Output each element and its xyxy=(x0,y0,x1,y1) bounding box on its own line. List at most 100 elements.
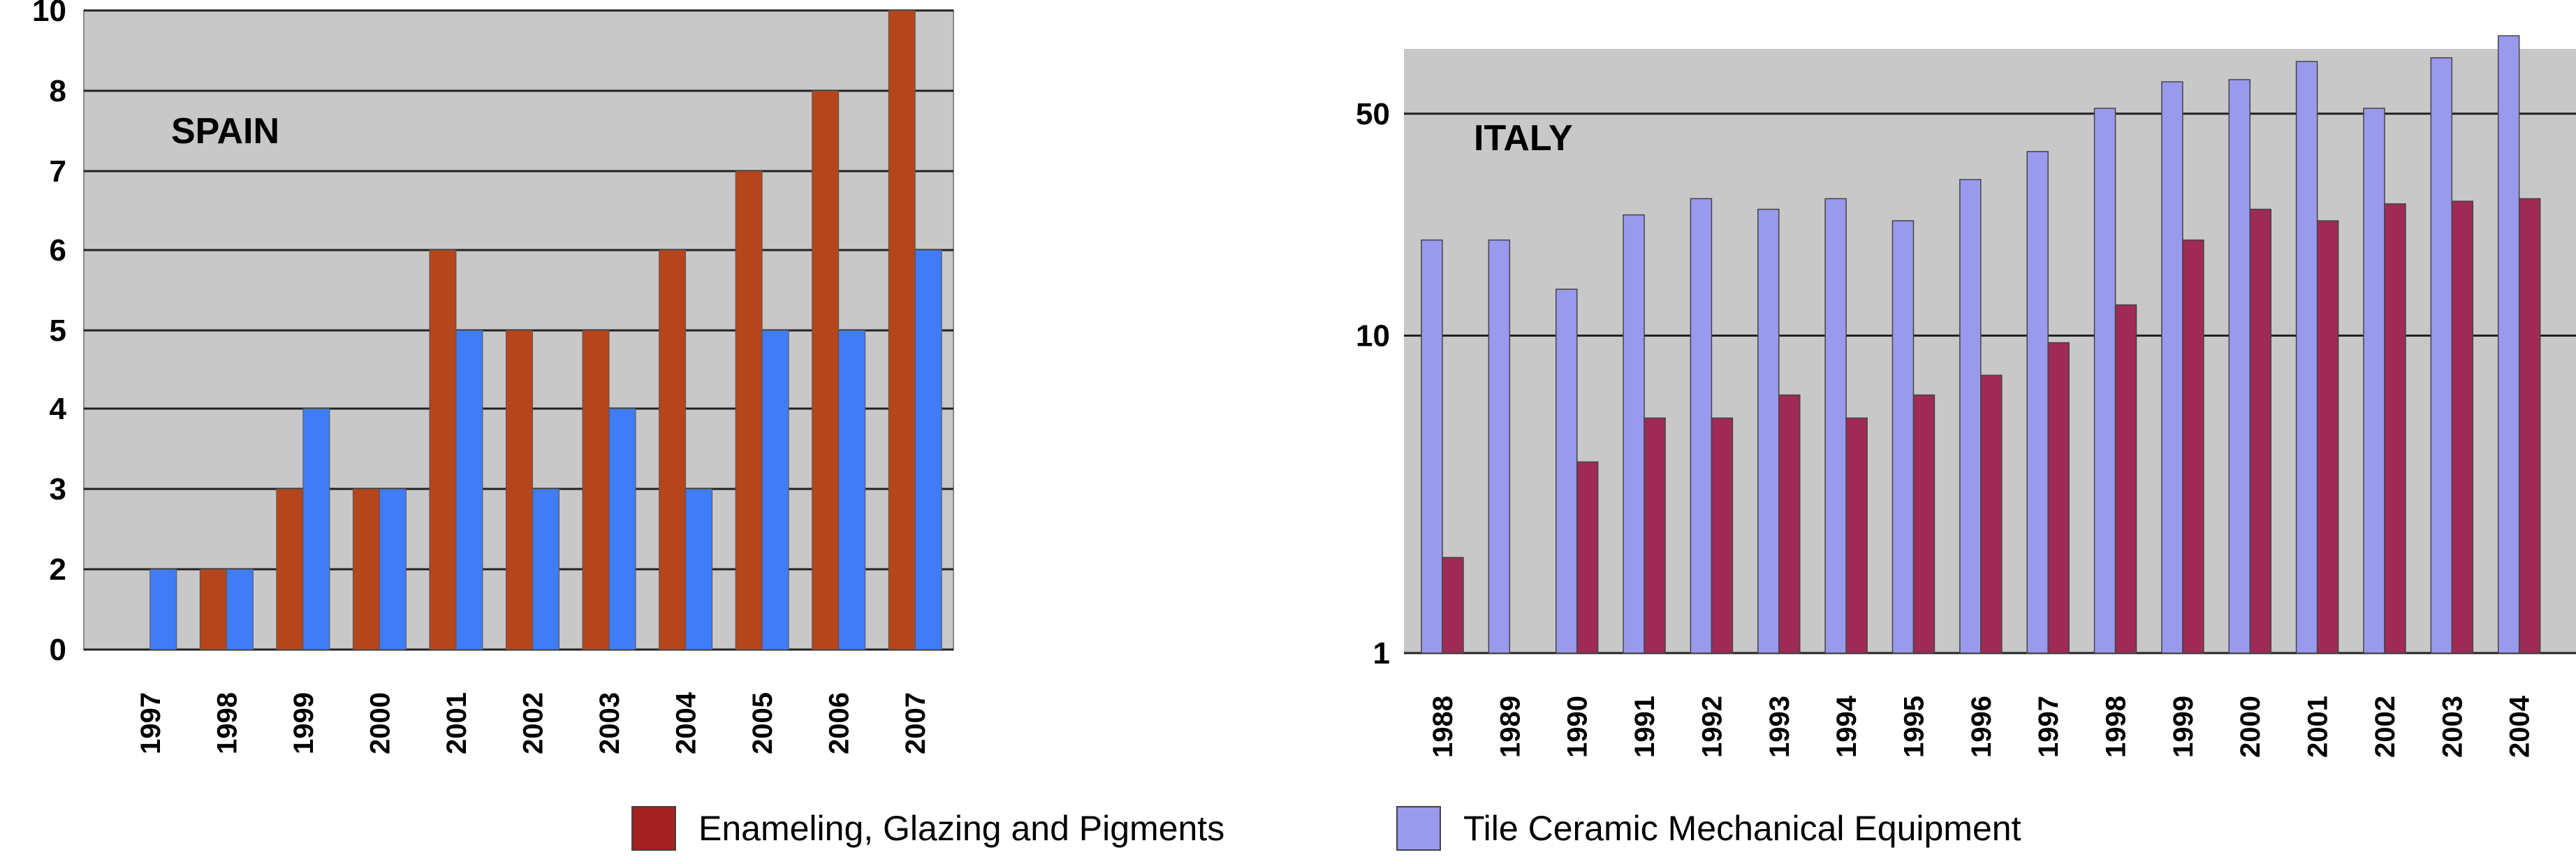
italy-x-tick-label: 1998 xyxy=(2101,696,2132,758)
spain-x-tick-label: 2003 xyxy=(594,692,625,754)
spain-bar-enameling xyxy=(582,330,610,650)
spain-y-tick-label: 2 xyxy=(50,552,66,587)
italy-bar-equipment xyxy=(1757,208,1780,654)
spain-y-tick-label: 5 xyxy=(50,314,66,348)
legend-swatch-equipment xyxy=(1396,806,1441,851)
spain-title: SPAIN xyxy=(171,111,279,152)
spain-x-tick-label: 1999 xyxy=(288,692,319,754)
italy-bar-enameling xyxy=(2047,342,2070,654)
spain-y-tick-label: 6 xyxy=(50,233,66,268)
italy-bar-equipment xyxy=(2430,57,2453,654)
spain-bar-equipment xyxy=(608,408,636,650)
italy-x-tick-label: 2002 xyxy=(2370,696,2401,758)
spain-bar-equipment xyxy=(761,330,789,650)
italy-bar-equipment xyxy=(2228,79,2251,654)
legend-label-enameling: Enameling, Glazing and Pigments xyxy=(698,809,1224,848)
spain-bar-equipment xyxy=(226,569,254,650)
italy-title: ITALY xyxy=(1474,118,1573,159)
spain-y-tick-label: 10 xyxy=(32,0,66,28)
spain-chart: 0 2 3 4 5 6 7 8 10 1997 1998 1999 2000 2001 2002 2003 20… xyxy=(32,0,954,754)
italy-bar-enameling xyxy=(1845,417,1868,654)
italy-bar-equipment xyxy=(2295,61,2318,654)
spain-bar-equipment xyxy=(149,569,177,650)
italy-bar-equipment xyxy=(1690,198,1713,654)
italy-bar-enameling xyxy=(1644,417,1666,654)
italy-bar-equipment xyxy=(2161,81,2183,654)
italy-bar-enameling xyxy=(2451,200,2474,654)
legend-label-equipment: Tile Ceramic Mechanical Equipment xyxy=(1463,809,2021,848)
spain-bar-enameling xyxy=(888,10,916,650)
spain-bar-enameling xyxy=(276,488,304,650)
italy-bar-equipment xyxy=(2363,108,2385,654)
italy-x-tick-label: 1994 xyxy=(1831,695,1862,758)
legend-swatch-enameling xyxy=(631,806,676,851)
spain-x-tick-label: 1998 xyxy=(212,692,242,754)
spain-bar-equipment xyxy=(914,249,942,650)
spain-y-tick-label: 7 xyxy=(50,154,66,189)
italy-x-tick-label: 1990 xyxy=(1563,696,1593,758)
italy-x-tick-label: 2003 xyxy=(2437,696,2468,758)
italy-x-tick-label: 1992 xyxy=(1697,696,1727,758)
spain-bar-equipment xyxy=(685,488,713,650)
italy-bar-enameling xyxy=(1778,394,1801,654)
italy-x-tick-label: 2004 xyxy=(2505,695,2535,758)
italy-y-tick-label: 10 xyxy=(1356,318,1390,353)
legend: Enameling, Glazing and Pigments Tile Cera… xyxy=(631,806,2021,851)
spain-x-tick-label: 2002 xyxy=(518,692,549,754)
spain-y-tick-label: 8 xyxy=(50,74,66,108)
italy-bar-equipment xyxy=(2093,108,2116,654)
italy-x-tick-label: 1993 xyxy=(1764,696,1795,758)
italy-bar-equipment xyxy=(1824,198,1847,654)
spain-bar-equipment xyxy=(379,488,407,650)
italy-bar-enameling xyxy=(2249,208,2271,654)
italy-y-tick-label: 50 xyxy=(1356,97,1390,131)
spain-x-tick-label: 2005 xyxy=(747,692,778,754)
spain-bar-enameling xyxy=(735,170,763,650)
spain-bar-enameling xyxy=(352,488,380,650)
italy-bar-enameling xyxy=(2384,203,2406,654)
italy-x-tick-label: 1999 xyxy=(2168,696,2199,758)
spain-bar-enameling xyxy=(429,249,457,650)
spain-x-tick-label: 1997 xyxy=(136,692,166,754)
italy-bar-equipment xyxy=(2026,151,2049,654)
spain-bar-enameling xyxy=(659,249,687,650)
italy-x-tick-label: 1991 xyxy=(1630,696,1660,758)
italy-y-tick-label: 1 xyxy=(1373,636,1390,671)
spain-bar-enameling xyxy=(199,569,227,650)
spain-bar-equipment xyxy=(302,408,330,650)
italy-x-tick-label: 2000 xyxy=(2235,696,2266,758)
italy-x-tick-label: 1997 xyxy=(2033,696,2064,758)
spain-x-tick-label: 2001 xyxy=(441,692,472,754)
italy-x-tick-label: 1988 xyxy=(1428,696,1458,758)
italy-bar-equipment xyxy=(1421,239,1443,654)
italy-chart: 1 10 50 1988 1989 1990 1991 1992 1993 1994 1995 199… xyxy=(1356,35,2576,758)
italy-bar-enameling xyxy=(1711,417,1734,654)
italy-bar-enameling xyxy=(2316,220,2339,654)
italy-x-tick-label: 1989 xyxy=(1495,696,1525,758)
italy-bar-equipment xyxy=(1623,214,1645,654)
spain-y-tick-label: 0 xyxy=(50,633,66,667)
spain-x-tick-label: 2000 xyxy=(365,692,395,754)
italy-bar-enameling xyxy=(2114,304,2137,654)
italy-bar-equipment xyxy=(2497,35,2520,654)
spain-bar-equipment xyxy=(838,330,866,650)
italy-x-tick-label: 1996 xyxy=(1966,696,1997,758)
italy-bar-equipment xyxy=(1488,239,1511,654)
spain-x-tick-label: 2007 xyxy=(900,692,931,754)
italy-bar-enameling xyxy=(2182,239,2204,654)
spain-x-tick-label: 2006 xyxy=(824,692,855,754)
italy-bar-equipment xyxy=(1891,220,1915,654)
italy-x-tick-label: 1995 xyxy=(1898,696,1929,758)
spain-bar-enameling xyxy=(506,330,533,650)
italy-bar-equipment xyxy=(1555,288,1578,654)
italy-x-tick-label: 2001 xyxy=(2303,696,2334,758)
spain-bar-enameling xyxy=(812,90,840,650)
italy-bar-enameling xyxy=(1912,394,1935,654)
italy-bar-enameling xyxy=(1442,557,1464,654)
spain-bar-equipment xyxy=(455,330,483,650)
spain-x-tick-label: 2004 xyxy=(671,691,702,754)
spain-y-tick-label: 3 xyxy=(50,472,66,506)
italy-bar-enameling xyxy=(1980,374,2003,654)
italy-bar-equipment xyxy=(1959,179,1982,654)
